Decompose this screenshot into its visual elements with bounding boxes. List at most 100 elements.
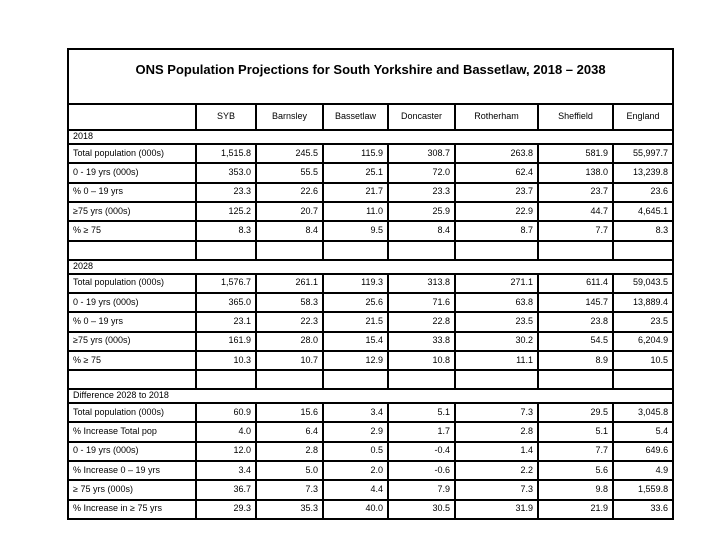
data-cell: 1.7 — [387, 421, 456, 443]
data-cell: 263.8 — [454, 142, 539, 165]
row-label: Total population (000s) — [67, 402, 197, 424]
data-cell: 22.6 — [255, 181, 324, 203]
data-cell: 63.8 — [454, 291, 539, 314]
data-cell: 15.4 — [322, 330, 389, 352]
data-cell: 649.6 — [611, 440, 675, 463]
data-cell: 1.4 — [454, 440, 539, 463]
blank-cell — [611, 369, 675, 391]
blank-cell — [454, 239, 539, 261]
data-cell: 71.6 — [387, 291, 456, 314]
data-cell: 12.9 — [322, 349, 389, 372]
data-cell: 23.1 — [195, 311, 257, 333]
blank-cell — [195, 239, 257, 261]
data-cell: 5.1 — [537, 421, 614, 443]
data-cell: 313.8 — [387, 272, 456, 294]
data-cell: 23.5 — [611, 311, 675, 333]
data-cell: 55.5 — [255, 162, 324, 184]
data-cell: 40.0 — [322, 498, 389, 521]
row-label: 0 - 19 yrs (000s) — [67, 440, 197, 463]
table-row: 0 - 19 yrs (000s) 365.0 58.3 25.6 71.6 63.8 14… — [67, 291, 675, 314]
blank-cell — [322, 239, 389, 261]
data-cell: 7.3 — [454, 479, 539, 501]
data-cell: 1,515.8 — [195, 142, 257, 165]
data-cell: 23.3 — [387, 181, 456, 203]
column-header-bassetlaw: Bassetlaw — [322, 103, 389, 131]
column-header-blank — [67, 103, 197, 131]
data-cell: 22.3 — [255, 311, 324, 333]
table-row: Total population (000s) 1,515.8 245.5 115.9… — [67, 142, 675, 165]
data-cell: 5.6 — [537, 460, 614, 482]
data-cell: 6,204.9 — [611, 330, 675, 352]
section-label: Difference 2028 to 2018 — [66, 388, 675, 405]
row-label: ≥75 yrs (000s) — [67, 330, 197, 352]
row-label: % Increase 0 – 19 yrs — [67, 460, 197, 482]
row-label: % Increase in ≥ 75 yrs — [67, 498, 197, 521]
data-cell: 119.3 — [322, 272, 389, 294]
data-cell: 21.5 — [322, 311, 389, 333]
table-row: % Increase 0 – 19 yrs 3.4 5.0 2.0 -0.6 2.2 5.6… — [67, 460, 675, 482]
data-cell: 8.4 — [387, 220, 456, 242]
data-cell: 7.7 — [537, 220, 614, 242]
data-cell: 2.8 — [255, 440, 324, 463]
blank-cell — [67, 369, 197, 391]
data-cell: 3.4 — [322, 402, 389, 424]
data-cell: 54.5 — [537, 330, 614, 352]
data-cell: 36.7 — [195, 479, 257, 501]
row-label: % Increase Total pop — [67, 421, 197, 443]
population-projections-table: ONS Population Projections for South Yor… — [66, 48, 675, 521]
data-cell: 22.8 — [387, 311, 456, 333]
blank-cell — [255, 369, 324, 391]
row-label: ≥ 75 yrs (000s) — [67, 479, 197, 501]
data-cell: 7.3 — [255, 479, 324, 501]
data-cell: 353.0 — [195, 162, 257, 184]
data-cell: 29.5 — [537, 402, 614, 424]
table-row: % 0 – 19 yrs 23.1 22.3 21.5 22.8 23.5 23.8 23.5 — [67, 311, 675, 333]
data-cell: 55,997.7 — [611, 142, 675, 165]
column-header-barnsley: Barnsley — [255, 103, 324, 131]
data-cell: 8.9 — [537, 349, 614, 372]
data-cell: 161.9 — [195, 330, 257, 352]
blank-cell — [537, 239, 614, 261]
data-cell: 245.5 — [255, 142, 324, 165]
data-cell: 25.1 — [322, 162, 389, 184]
row-label: 0 - 19 yrs (000s) — [67, 291, 197, 314]
data-cell: 13,889.4 — [611, 291, 675, 314]
data-cell: 23.3 — [195, 181, 257, 203]
data-cell: 33.8 — [387, 330, 456, 352]
data-cell: 138.0 — [537, 162, 614, 184]
blank-cell — [387, 239, 456, 261]
data-cell: 72.0 — [387, 162, 456, 184]
data-cell: 1,559.8 — [611, 479, 675, 501]
data-cell: 59,043.5 — [611, 272, 675, 294]
row-label: % 0 – 19 yrs — [67, 311, 197, 333]
row-label: Total population (000s) — [67, 142, 197, 165]
table-row: Total population (000s) 60.9 15.6 3.4 5.1 7.3… — [67, 402, 675, 424]
row-label: Total population (000s) — [67, 272, 197, 294]
data-cell: 13,239.8 — [611, 162, 675, 184]
data-cell: 22.9 — [454, 200, 539, 223]
title-row: ONS Population Projections for South Yor… — [66, 48, 675, 105]
column-header-syb: SYB — [195, 103, 257, 131]
column-header-doncaster: Doncaster — [387, 103, 456, 131]
blank-cell — [195, 369, 257, 391]
table-row: % 0 – 19 yrs 23.3 22.6 21.7 23.3 23.7 23.7 23.6 — [67, 181, 675, 203]
data-cell: 11.1 — [454, 349, 539, 372]
data-cell: 31.9 — [454, 498, 539, 521]
data-cell: 60.9 — [195, 402, 257, 424]
data-cell: 308.7 — [387, 142, 456, 165]
row-label: % 0 – 19 yrs — [67, 181, 197, 203]
data-cell: 4,645.1 — [611, 200, 675, 223]
data-cell: 23.7 — [537, 181, 614, 203]
data-cell: 2.8 — [454, 421, 539, 443]
data-table: ONS Population Projections for South Yor… — [66, 48, 675, 521]
data-cell: 2.0 — [322, 460, 389, 482]
section-label: 2028 — [66, 258, 675, 275]
data-cell: 145.7 — [537, 291, 614, 314]
table-row: 0 - 19 yrs (000s) 12.0 2.8 0.5 -0.4 1.4 7.7 649… — [67, 440, 675, 463]
data-cell: 1,576.7 — [195, 272, 257, 294]
section-row: 2028 — [66, 258, 675, 275]
data-cell: 365.0 — [195, 291, 257, 314]
data-cell: 11.0 — [322, 200, 389, 223]
data-cell: 2.2 — [454, 460, 539, 482]
data-cell: 23.7 — [454, 181, 539, 203]
